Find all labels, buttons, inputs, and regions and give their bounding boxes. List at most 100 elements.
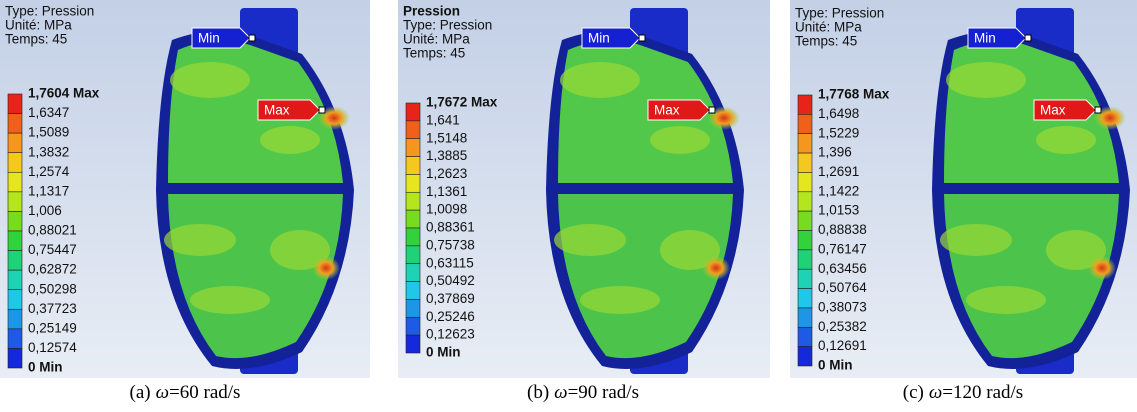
caption-text: =90 rad/s bbox=[568, 382, 639, 403]
min-label: Min bbox=[974, 31, 996, 46]
legend-label: 1,0153 bbox=[818, 203, 859, 218]
legend-label: 1,5229 bbox=[818, 125, 859, 140]
legend-label: 0 Min bbox=[426, 345, 461, 360]
legend-label: 0,88838 bbox=[818, 222, 867, 237]
contour-patch bbox=[164, 224, 236, 256]
legend-label: 1,2623 bbox=[426, 166, 467, 181]
legend-swatch bbox=[797, 172, 813, 193]
max-tag bbox=[647, 99, 711, 121]
legend-label: 0,37869 bbox=[426, 291, 475, 306]
max-label: Max bbox=[654, 103, 680, 118]
min-marker bbox=[638, 34, 646, 42]
legend-label: 0,88361 bbox=[426, 220, 475, 235]
caption: (a) ω=60 rad/s bbox=[130, 382, 241, 403]
legend-swatch bbox=[7, 348, 23, 369]
legend-swatch bbox=[405, 299, 421, 318]
legend-label: 0,25149 bbox=[28, 320, 77, 335]
legend-label: 0 Min bbox=[28, 360, 63, 375]
legend-swatch bbox=[405, 209, 421, 229]
caption-text: =120 rad/s bbox=[942, 382, 1023, 403]
legend-label: 0,12574 bbox=[28, 340, 77, 355]
max-label: Max bbox=[1040, 103, 1066, 118]
legend-swatch bbox=[7, 171, 23, 193]
legend-swatch bbox=[797, 307, 813, 328]
legend-swatch bbox=[7, 328, 23, 349]
legend-label: 1,7672 Max bbox=[426, 95, 498, 110]
caption-symbol: ω bbox=[554, 382, 567, 403]
legend-swatch bbox=[7, 113, 23, 134]
contour-patch bbox=[966, 286, 1046, 314]
legend-label: 0,50298 bbox=[28, 281, 77, 296]
contour-patch bbox=[190, 286, 270, 314]
legend-label: 0,63115 bbox=[426, 255, 474, 270]
caption: (c) ω=120 rad/s bbox=[903, 382, 1023, 403]
legend-label: 1,1317 bbox=[28, 183, 69, 198]
legend-swatch bbox=[797, 152, 813, 173]
hotspot bbox=[1094, 106, 1126, 130]
panel-title: Pression bbox=[403, 4, 460, 19]
header-line: Temps: 45 bbox=[403, 46, 465, 61]
min-tag bbox=[191, 27, 251, 49]
contour-patch bbox=[660, 230, 720, 270]
legend-swatch bbox=[7, 289, 23, 310]
contour-patch bbox=[650, 126, 710, 154]
legend-swatch bbox=[797, 114, 813, 135]
min-label: Min bbox=[198, 31, 220, 46]
legend-label: 1,3832 bbox=[28, 144, 69, 159]
min-tag bbox=[581, 27, 641, 49]
legend-swatch bbox=[7, 93, 23, 114]
contour-patch bbox=[260, 126, 320, 154]
legend-label: 1,1361 bbox=[426, 184, 467, 199]
legend-swatch bbox=[7, 211, 23, 232]
legend-swatch bbox=[797, 249, 813, 270]
legend-swatch bbox=[7, 191, 23, 212]
legend-swatch bbox=[797, 133, 813, 154]
max-marker bbox=[1094, 106, 1102, 114]
max-tag bbox=[1033, 99, 1097, 121]
legend-swatch bbox=[7, 308, 23, 330]
legend-label: 0,62872 bbox=[28, 262, 77, 277]
legend-swatch bbox=[7, 152, 23, 173]
brake-pad: Min Max bbox=[156, 8, 354, 374]
legend-label: 0,76147 bbox=[818, 241, 867, 256]
legend-label: 0,25246 bbox=[426, 309, 475, 324]
legend-label: 1,7604 Max bbox=[28, 86, 100, 101]
caption-symbol: ω bbox=[929, 382, 942, 403]
caption-label: (a) bbox=[130, 382, 151, 403]
legend-label: 0,50492 bbox=[426, 273, 475, 288]
min-tag bbox=[967, 27, 1027, 49]
legend-label: 1,2691 bbox=[818, 164, 859, 179]
legend-swatch bbox=[405, 156, 421, 175]
caption: (b) ω=90 rad/s bbox=[527, 382, 639, 403]
contour-patch bbox=[1036, 126, 1096, 154]
caption-text: =60 rad/s bbox=[169, 382, 240, 403]
max-tag bbox=[257, 99, 321, 121]
legend-swatch bbox=[797, 288, 813, 309]
legend-label: 1,7768 Max bbox=[818, 87, 890, 102]
hotspot bbox=[708, 106, 740, 130]
legend-swatch bbox=[7, 269, 23, 291]
legend-swatch bbox=[405, 120, 421, 140]
caption-symbol: ω bbox=[156, 382, 169, 403]
legend-label: 0,88021 bbox=[28, 223, 77, 238]
header-line: Temps: 45 bbox=[795, 34, 857, 49]
legend-label: 1,396 bbox=[818, 145, 852, 160]
contour-patch bbox=[554, 224, 626, 256]
legend-swatch bbox=[797, 268, 813, 289]
max-label: Max bbox=[264, 103, 290, 118]
caption-label: (b) bbox=[527, 382, 549, 403]
legend-label: 0,63456 bbox=[818, 261, 867, 276]
legend-label: 0,50764 bbox=[818, 280, 867, 295]
legend-swatch bbox=[405, 281, 421, 300]
legend-swatch bbox=[405, 102, 421, 122]
hotspot bbox=[318, 106, 350, 130]
legend-label: 1,1422 bbox=[818, 183, 859, 198]
legend-swatch bbox=[797, 326, 813, 347]
legend-label: 1,6347 bbox=[28, 105, 69, 120]
legend-swatch bbox=[405, 245, 421, 265]
legend-swatch bbox=[7, 250, 23, 271]
legend-label: 0,12691 bbox=[818, 338, 867, 353]
